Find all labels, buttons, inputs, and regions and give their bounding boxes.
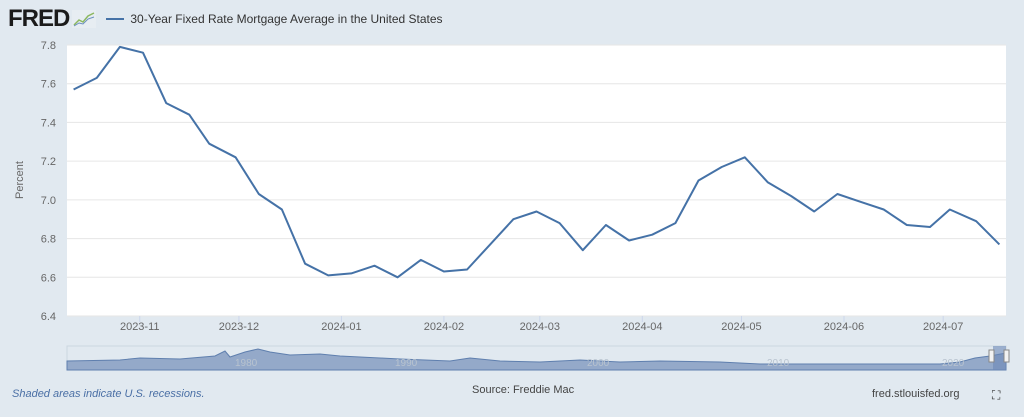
navigator-handle-right[interactable]	[1003, 349, 1010, 363]
chart-trend-icon	[72, 10, 97, 28]
y-tick-label: 7.4	[41, 117, 56, 129]
fullscreen-icon[interactable]: ⛶	[992, 388, 1001, 402]
x-tick-label: 2024-04	[622, 321, 662, 333]
navigator-year-label: 2020	[942, 358, 965, 369]
y-tick-label: 7.0	[41, 195, 56, 207]
navigator-year-label: 1990	[395, 358, 418, 369]
y-tick-label: 7.6	[41, 79, 56, 91]
x-tick-label: 2024-01	[321, 321, 361, 333]
legend-swatch	[106, 18, 125, 20]
chart-header: FRED 30-Year Fixed Rate Mortgage Average…	[8, 5, 443, 32]
navigator-year-label: 1980	[235, 358, 258, 369]
navigator-area	[66, 348, 1007, 371]
site-link[interactable]: fred.stlouisfed.org	[872, 388, 960, 400]
x-tick-label: 2023-11	[120, 321, 160, 333]
navigator-year-label: 2010	[767, 358, 790, 369]
x-tick-label: 2024-06	[824, 321, 864, 333]
x-tick-label: 2023-12	[219, 321, 259, 333]
recession-note: Shaded areas indicate U.S. recessions.	[12, 388, 205, 400]
navigator-year-label: 2000	[587, 358, 610, 369]
x-tick-label: 2024-07	[923, 321, 963, 333]
x-tick-label: 2024-02	[424, 321, 464, 333]
navigator-handle-left[interactable]	[988, 349, 995, 363]
y-axis-label: Percent	[14, 161, 26, 199]
legend-label: 30-Year Fixed Rate Mortgage Average in t…	[130, 12, 443, 26]
y-tick-label: 7.2	[41, 156, 56, 168]
x-tick-label: 2024-05	[721, 321, 761, 333]
y-tick-label: 7.8	[41, 40, 56, 52]
fred-logo[interactable]: FRED	[8, 5, 70, 32]
y-tick-label: 6.4	[41, 311, 56, 323]
series-line	[73, 45, 1001, 279]
y-tick-label: 6.6	[41, 272, 56, 284]
x-tick-label: 2024-03	[520, 321, 560, 333]
source-label: Source: Freddie Mac	[472, 384, 575, 396]
navigator[interactable]: 1980 1990 2000 2010 2020	[66, 345, 1010, 371]
line-chart: 6.4 6.6 6.8 7.0 7.2 7.4 7.6 7.8 2023-11 2023-12 2…	[14, 40, 1010, 371]
legend-item[interactable]: 30-Year Fixed Rate Mortgage Average in t…	[106, 12, 443, 26]
y-tick-label: 6.8	[41, 234, 56, 246]
plot-background	[67, 45, 1006, 316]
navigator-selection[interactable]	[993, 346, 1006, 370]
